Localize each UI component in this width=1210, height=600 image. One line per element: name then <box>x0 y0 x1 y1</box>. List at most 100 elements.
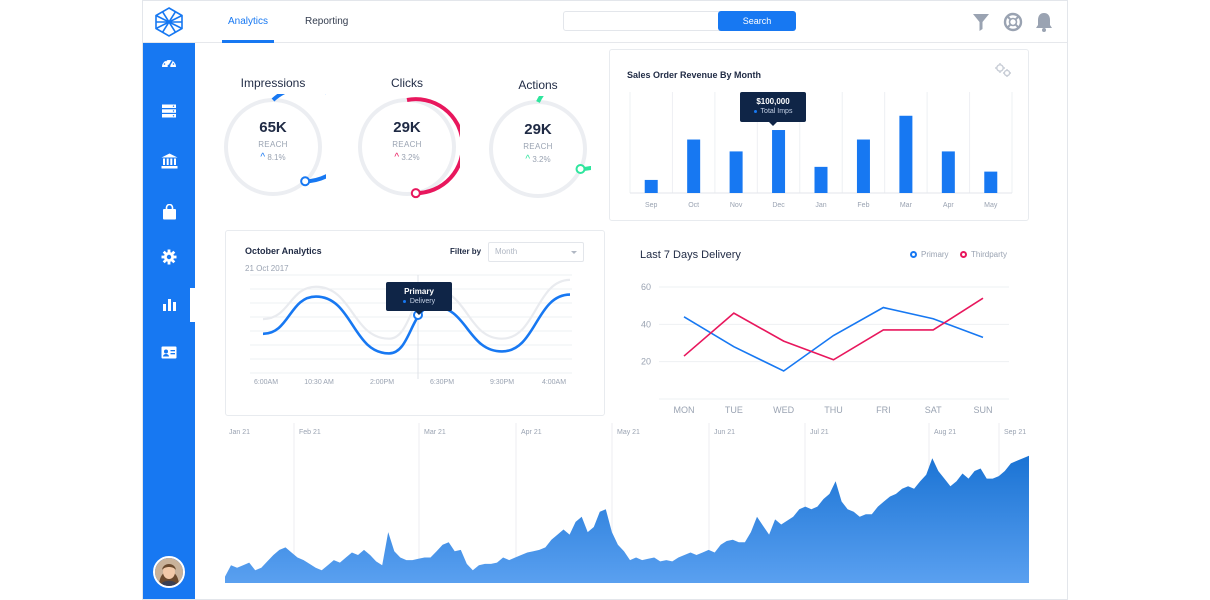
legend-thirdparty[interactable]: Thirdparty <box>960 250 1007 259</box>
sidebar-item-analytics[interactable] <box>143 288 196 322</box>
x-tick-label: 10:30 AM <box>304 379 334 386</box>
chevron-down-icon <box>571 251 577 254</box>
bar-mar <box>899 115 913 193</box>
kpi-reach-label: REACH <box>258 140 288 149</box>
x-tick-label: Feb <box>857 202 869 209</box>
kpi-value: 29K <box>393 119 421 136</box>
bar-apr <box>941 151 955 193</box>
search-button[interactable]: Search <box>718 11 796 31</box>
dashboard-icon <box>162 58 176 68</box>
tab-analytics[interactable]: Analytics <box>221 1 275 43</box>
legend-thirdparty-label: Thirdparty <box>971 250 1008 259</box>
sidebar-item-bank[interactable] <box>143 144 195 178</box>
filter-icon[interactable] <box>970 11 992 33</box>
search-input[interactable] <box>563 11 723 31</box>
sidebar-item-settings[interactable] <box>143 240 195 274</box>
bell-icon[interactable] <box>1033 11 1055 33</box>
user-avatar-icon <box>155 558 183 586</box>
kpi-actions: Actions 29K REACH ^ 3.2% <box>483 78 593 202</box>
kpi-clicks: Clicks 29K REACH ^ 3.2% <box>352 76 462 200</box>
october-title: October Analytics <box>245 246 322 256</box>
sidebar <box>143 43 196 599</box>
revenue-title: Sales Order Revenue By Month <box>627 70 762 80</box>
area-series <box>225 455 1029 583</box>
x-tick-label: Apr 21 <box>521 429 542 436</box>
ring-handle <box>575 164 586 175</box>
x-tick-label: FRI <box>876 405 891 415</box>
y-tick-label: 20 <box>641 357 651 367</box>
x-tick-label: 2:00PM <box>370 379 394 386</box>
revenue-bar-chart: Sep Oct Nov Dec Jan Feb Mar Apr May <box>629 92 1013 209</box>
x-tick-label: Dec <box>772 202 785 209</box>
trend-up-icon: ^ <box>260 152 266 163</box>
sidebar-item-dashboard[interactable] <box>143 46 195 80</box>
x-tick-label: Jan <box>815 202 826 209</box>
bar-oct <box>687 139 701 193</box>
kpi-delta: ^ 3.2% <box>483 154 593 165</box>
bar-feb <box>856 139 870 193</box>
kpi-reach-label: REACH <box>523 142 553 151</box>
filter-label: Filter by <box>450 247 482 256</box>
x-tick-label: MON <box>674 405 695 415</box>
id-card-icon <box>161 346 177 358</box>
x-tick-label: TUE <box>725 405 743 415</box>
kpi-delta-value: 3.2% <box>532 155 551 164</box>
bar-dec <box>772 130 786 193</box>
x-tick-label: WED <box>773 405 794 415</box>
settings-gears-icon[interactable] <box>994 62 1012 78</box>
tab-reporting[interactable]: Reporting <box>305 16 349 27</box>
x-tick-label: 9:30PM <box>490 379 514 386</box>
x-tick-label: THU <box>824 405 843 415</box>
october-date: 21 Oct 2017 <box>245 264 289 273</box>
filter-select[interactable]: Month <box>488 242 584 262</box>
kpi-title: Clicks <box>391 76 423 90</box>
x-tick-label: Mar <box>900 202 913 209</box>
series-thirdparty <box>683 297 984 361</box>
x-tick-label: SAT <box>925 405 942 415</box>
bar-jan <box>814 166 828 193</box>
gear-icon <box>161 249 177 265</box>
october-tooltip: Primary Delivery <box>386 282 452 315</box>
shopping-bag-icon <box>162 204 176 220</box>
kpi-delta: ^ 8.1% <box>218 152 328 163</box>
x-tick-label: Oct <box>688 202 699 209</box>
series-line-0 <box>262 293 571 355</box>
x-tick-label: Nov <box>730 202 743 209</box>
area-chart-panel: Jan 21 Feb 21 Mar 21 Apr 21 May 21 Jun 21 Jul … <box>225 423 1029 585</box>
revenue-card: Sales Order Revenue By Month Sep Oct Nov De… <box>609 49 1029 221</box>
sidebar-item-shop[interactable] <box>143 195 195 229</box>
x-tick-label: Sep 21 <box>1004 429 1026 436</box>
area-chart: Jan 21 Feb 21 Mar 21 Apr 21 May 21 Jun 21 Jul … <box>225 423 1029 583</box>
delivery-line-chart: 20 40 60 MON TUE WED THU FRI SAT SUN <box>641 282 1009 415</box>
sidebar-item-contacts[interactable] <box>143 335 195 369</box>
trend-up-icon: ^ <box>394 152 400 163</box>
sidebar-item-server[interactable] <box>143 94 195 128</box>
tooltip-title: Primary <box>404 287 434 296</box>
kpi-value: 29K <box>524 121 552 138</box>
kpi-ring <box>489 96 591 198</box>
ring-progress <box>406 97 460 196</box>
y-tick-label: 40 <box>641 319 651 329</box>
october-analytics-card: October Analytics 21 Oct 2017 Filter by … <box>225 230 605 416</box>
x-tick-label: Feb 21 <box>299 429 321 436</box>
legend-primary[interactable]: Primary <box>910 250 949 259</box>
x-tick-label: Mar 21 <box>424 429 446 436</box>
delivery-title: Last 7 Days Delivery <box>640 249 741 261</box>
kpi-title: Impressions <box>240 76 306 90</box>
lifebuoy-icon[interactable] <box>1002 11 1024 33</box>
avatar[interactable] <box>153 556 185 588</box>
y-tick-label: 60 <box>641 282 651 292</box>
legend-dot-thirdparty <box>960 251 967 258</box>
kpi-reach-label: REACH <box>392 140 422 149</box>
x-tick-label: Jan 21 <box>229 429 250 436</box>
x-tick-label: 6:30PM <box>430 379 454 386</box>
trend-up-icon: ^ <box>525 154 531 165</box>
logo-icon[interactable] <box>153 6 185 38</box>
x-tick-label: Jun 21 <box>714 429 735 436</box>
kpi-ring <box>358 97 460 199</box>
tooltip-value: $100,000 <box>756 97 790 106</box>
app-window: Analytics Reporting Search <box>142 0 1068 600</box>
tooltip-dot <box>402 299 406 303</box>
revenue-tooltip: $100,000 Total Imps <box>740 92 806 126</box>
x-tick-label: Sep <box>645 202 658 209</box>
